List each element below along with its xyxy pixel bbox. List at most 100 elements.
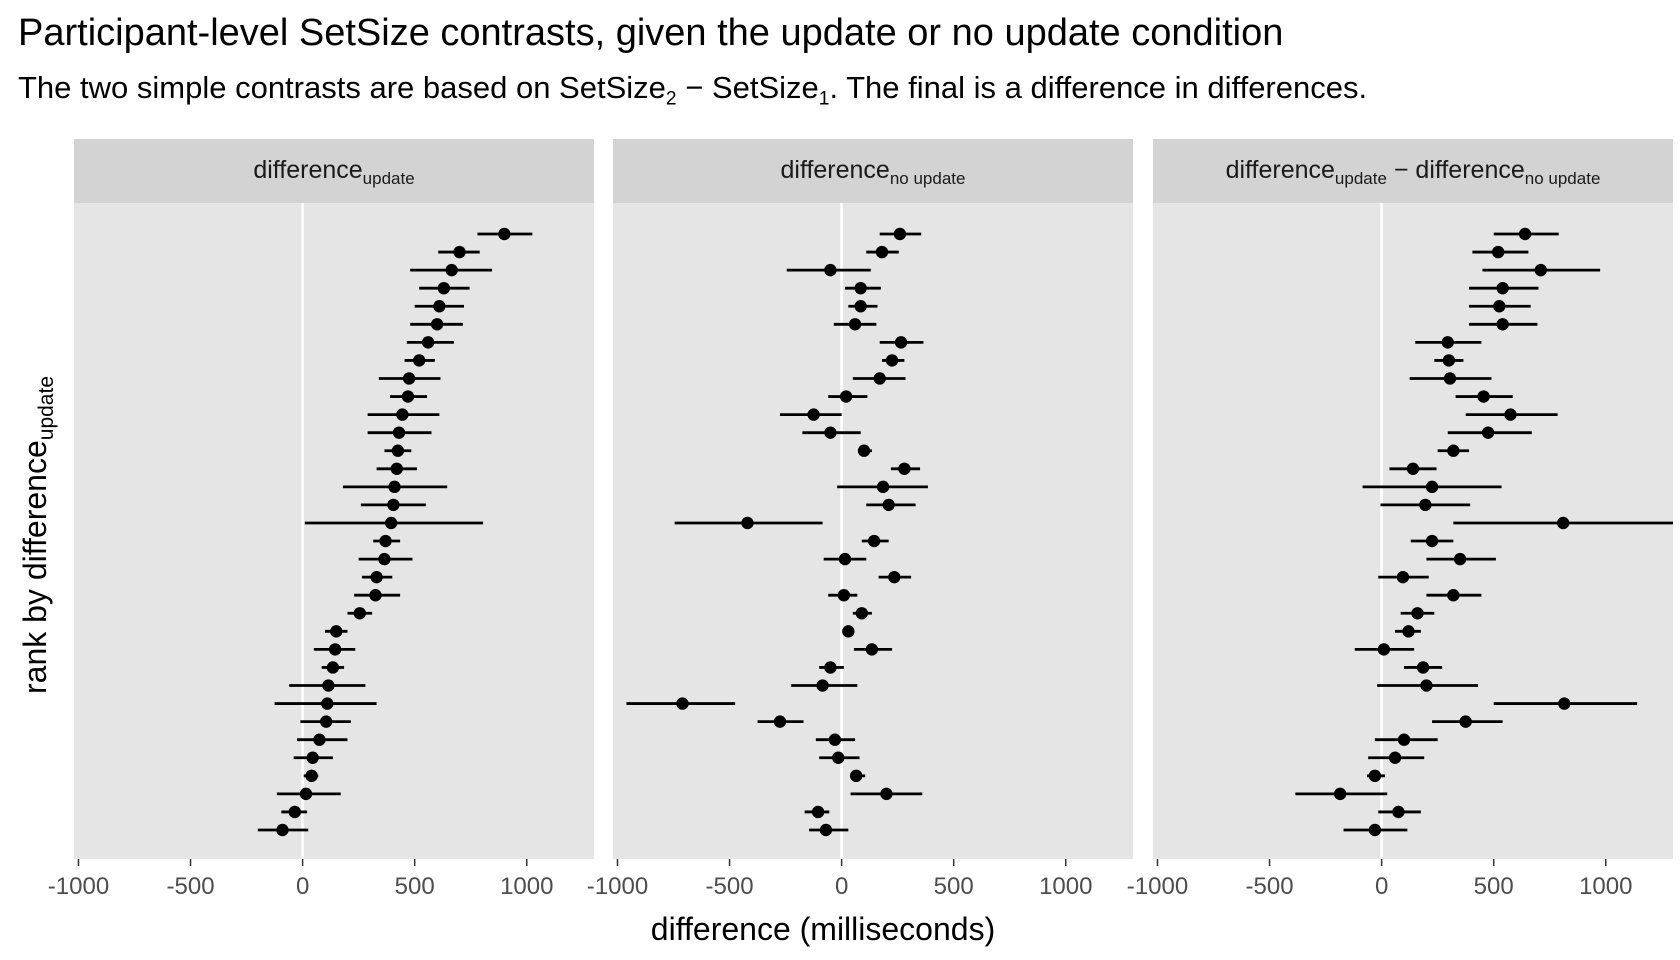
point-estimate [1477, 390, 1490, 403]
point-estimate [412, 354, 426, 367]
x-tick-label: 1000 [500, 873, 553, 900]
point-estimate [1425, 480, 1439, 494]
point-estimate [854, 281, 867, 295]
point-estimate [1368, 823, 1382, 837]
point-estimate [816, 679, 829, 692]
point-estimate [1420, 679, 1433, 692]
point-estimate [1388, 751, 1402, 764]
x-tick-label: -500 [1246, 873, 1294, 900]
point-estimate [390, 462, 403, 475]
point-estimate [773, 715, 787, 728]
point-estimate [1459, 715, 1472, 728]
point-estimate [807, 408, 820, 421]
point-estimate [326, 661, 340, 674]
facet-strip [613, 139, 1133, 203]
point-estimate [401, 390, 415, 403]
point-estimate [828, 733, 842, 746]
point-estimate [330, 625, 343, 638]
point-estimate [741, 516, 754, 530]
y-axis-title: rank by differenceupdate [17, 376, 58, 694]
point-estimate [876, 480, 890, 494]
point-estimate [857, 444, 871, 457]
point-estimate [848, 318, 862, 331]
point-estimate [1425, 534, 1439, 548]
x-tick-label: -500 [706, 873, 754, 900]
point-estimate [855, 607, 868, 620]
point-estimate [1368, 769, 1382, 783]
point-estimate [888, 570, 901, 584]
point-estimate [854, 300, 867, 313]
point-estimate [1377, 643, 1391, 656]
point-estimate [1397, 733, 1411, 746]
x-tick-label: 0 [1375, 873, 1388, 900]
x-tick-label: 0 [835, 873, 848, 900]
point-estimate [379, 534, 392, 548]
point-estimate [839, 390, 853, 403]
x-tick-label: 1000 [1039, 873, 1092, 900]
point-estimate [1442, 354, 1456, 367]
point-estimate [370, 570, 383, 584]
point-estimate [1453, 552, 1467, 566]
point-estimate [865, 643, 879, 656]
point-estimate [811, 805, 825, 819]
point-estimate [824, 661, 837, 674]
point-estimate [1441, 336, 1454, 349]
point-estimate [1443, 372, 1457, 385]
point-estimate [1406, 462, 1420, 475]
point-estimate [1333, 787, 1347, 801]
point-estimate [832, 751, 845, 764]
point-estimate [498, 227, 511, 241]
x-tick-label: -500 [167, 873, 215, 900]
point-estimate [353, 607, 366, 620]
point-estimate [1491, 245, 1505, 259]
facet-strip-label: differenceupdate − differenceno update [1226, 156, 1601, 188]
point-estimate [328, 643, 342, 656]
point-estimate [882, 498, 895, 512]
chart-subtitle: The two simple contrasts are based on Se… [18, 70, 1368, 109]
point-estimate [819, 823, 833, 837]
point-estimate [842, 625, 855, 638]
point-estimate [387, 498, 400, 512]
facet-strip-label: differenceno update [781, 156, 966, 188]
facet-panel-3: differenceupdate − differenceno update -1… [1127, 139, 1673, 900]
panel-background [1153, 203, 1673, 859]
point-estimate [321, 697, 334, 710]
point-estimate [299, 787, 313, 801]
subtitle-suffix: . The final is a difference in differenc… [829, 70, 1368, 105]
point-estimate [305, 769, 318, 783]
point-estimate [369, 589, 382, 602]
point-estimate [1447, 589, 1460, 602]
point-estimate [433, 300, 446, 313]
point-estimate [824, 263, 837, 277]
point-estimate [306, 751, 319, 764]
point-estimate [880, 787, 893, 801]
point-estimate [1534, 263, 1547, 277]
point-estimate [402, 372, 416, 385]
point-estimate [1556, 516, 1570, 530]
point-estimate [430, 318, 444, 331]
chart-title: Participant-level SetSize contrasts, giv… [18, 12, 1284, 54]
point-estimate [1504, 408, 1517, 421]
point-estimate [391, 444, 405, 457]
point-estimate [837, 589, 851, 602]
point-estimate [378, 552, 391, 566]
x-tick-label: 0 [296, 873, 309, 900]
point-estimate [867, 534, 881, 548]
point-estimate [445, 263, 458, 277]
point-estimate [873, 372, 886, 385]
point-estimate [384, 516, 398, 530]
subtitle-minus: − SetSize [676, 70, 819, 105]
point-estimate [396, 408, 409, 421]
point-estimate [453, 245, 466, 259]
point-estimate [388, 480, 401, 494]
x-tick-label: -1000 [587, 873, 648, 900]
point-estimate [676, 697, 689, 710]
point-estimate [1392, 805, 1405, 819]
x-tick-label: -1000 [1127, 873, 1188, 900]
facet-strip-label: differenceupdate [253, 156, 414, 188]
point-estimate [421, 336, 435, 349]
point-estimate [1496, 318, 1509, 331]
point-estimate [894, 336, 908, 349]
subtitle-sub-a: 2 [665, 88, 677, 110]
